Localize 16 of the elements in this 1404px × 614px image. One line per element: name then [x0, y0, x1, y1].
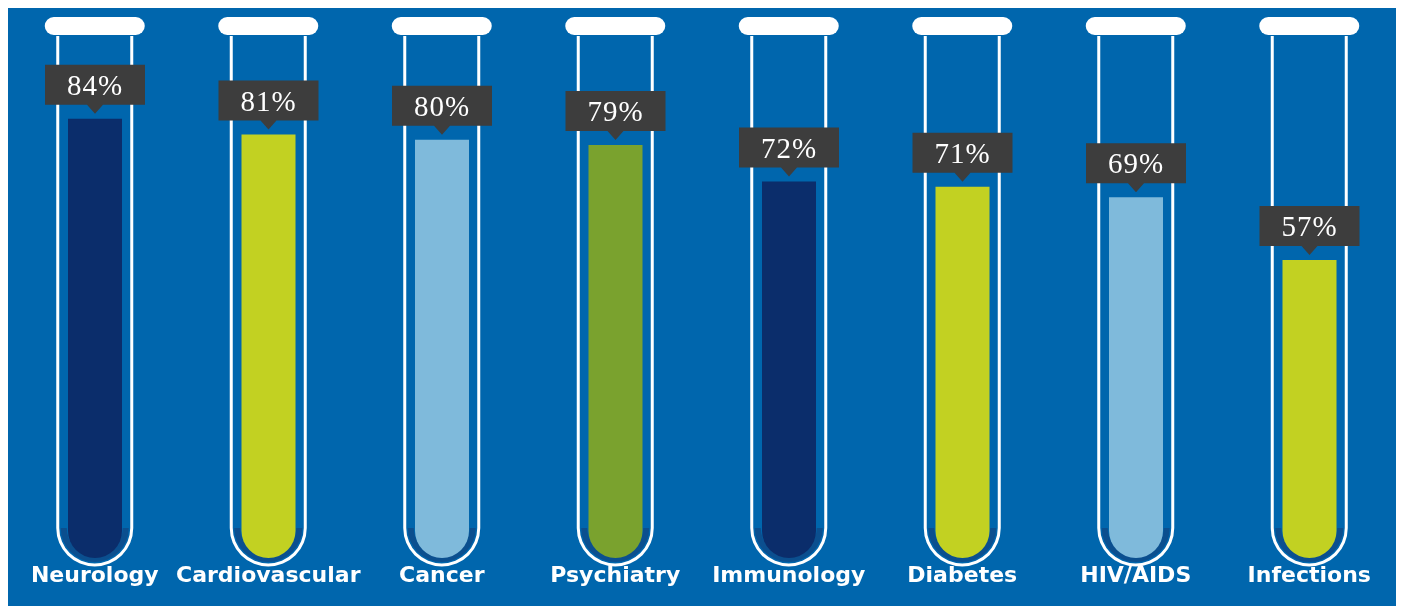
x-tick-label: Infections — [1247, 561, 1371, 587]
x-tick-label: Psychiatry — [550, 561, 681, 587]
x-tick-label: Neurology — [30, 561, 159, 587]
data-label: 84% — [66, 68, 124, 101]
x-tick-label: Diabetes — [907, 561, 1018, 587]
x-tick-label: Immunology — [712, 561, 866, 587]
x-tick-label: Cancer — [399, 561, 485, 587]
data-label: 69% — [1107, 147, 1165, 180]
data-label: 57% — [1281, 209, 1338, 242]
data-label: 79% — [587, 94, 644, 127]
x-tick-label: Cardiovascular — [176, 561, 361, 587]
data-label: 80% — [413, 89, 471, 122]
data-label: 72% — [760, 131, 818, 164]
x-tick-label: HIV/AIDS — [1080, 561, 1192, 587]
data-label: 81% — [240, 84, 297, 117]
data-label: 71% — [934, 136, 991, 169]
